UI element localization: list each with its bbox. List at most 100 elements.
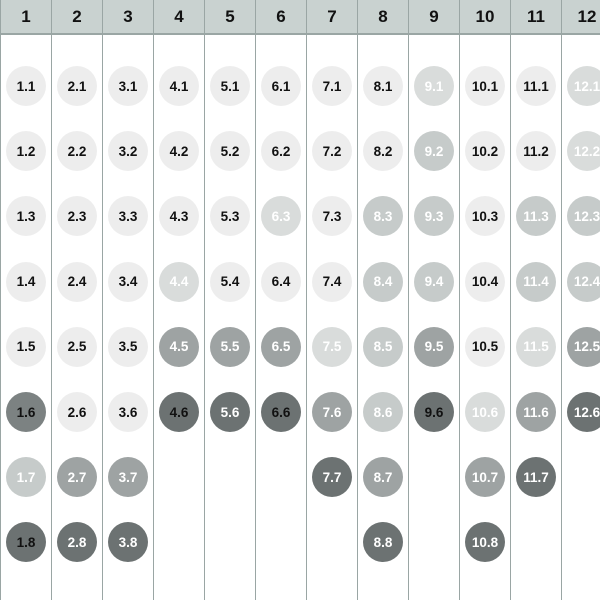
column-header: 2 <box>72 6 82 26</box>
disc-2-3: 2.3 <box>57 196 97 237</box>
disc-9-2: 9.2 <box>414 131 454 172</box>
disc-5-2: 5.2 <box>210 131 250 172</box>
disc-11-5: 11.5 <box>516 326 556 367</box>
disc-9-3: 9.3 <box>414 196 454 237</box>
disc-10-5: 10.5 <box>465 326 505 367</box>
disc-1-2: 1.2 <box>6 131 46 172</box>
column-header: 5 <box>225 6 235 26</box>
disc-2-5: 2.5 <box>57 326 97 367</box>
disc-4-6: 4.6 <box>159 392 199 432</box>
disc-9-5: 9.5 <box>414 326 454 367</box>
disc-4-4: 4.4 <box>159 261 199 302</box>
disc-1-1: 1.1 <box>6 66 46 106</box>
column-3: 3 3.1 3.2 3.3 3.4 3.5 3.6 3.7 3.8 <box>102 0 153 600</box>
disc-1-8: 1.8 <box>6 522 46 563</box>
disc-7-3: 7.3 <box>312 196 352 237</box>
disc-9-6: 9.6 <box>414 392 454 432</box>
disc-8-6: 8.6 <box>363 392 403 432</box>
column-header: 11 <box>527 6 545 26</box>
disc-3-2: 3.2 <box>108 131 148 172</box>
disc-11-7: 11.7 <box>516 457 556 498</box>
disc-6-5: 6.5 <box>261 326 301 367</box>
disc-10-4: 10.4 <box>465 261 505 302</box>
disc-6-3: 6.3 <box>261 196 301 237</box>
column-header: 1 <box>21 6 31 26</box>
disc-8-5: 8.5 <box>363 326 403 367</box>
column-9: 9 9.1 9.2 9.3 9.4 9.5 9.6 <box>408 0 459 600</box>
disc-10-1: 10.1 <box>465 66 505 106</box>
disc-12-1: 12.1 <box>567 66 600 106</box>
disc-5-3: 5.3 <box>210 196 250 237</box>
column-header: 9 <box>429 6 439 26</box>
column-4: 4 4.1 4.2 4.3 4.4 4.5 4.6 <box>153 0 204 600</box>
disc-7-1: 7.1 <box>312 66 352 106</box>
disc-4-1: 4.1 <box>159 66 199 106</box>
disc-1-3: 1.3 <box>6 196 46 237</box>
column-1: 1 1.1 1.2 1.3 1.4 1.5 1.6 1.7 1.8 <box>0 0 51 600</box>
disc-4-3: 4.3 <box>159 196 199 237</box>
disc-12-2: 12.2 <box>567 131 600 172</box>
disc-2-1: 2.1 <box>57 66 97 106</box>
column-header: 4 <box>174 6 184 26</box>
disc-11-6: 11.6 <box>516 392 556 432</box>
disc-1-4: 1.4 <box>6 261 46 302</box>
disc-11-2: 11.2 <box>516 131 556 172</box>
disc-7-2: 7.2 <box>312 131 352 172</box>
column-10: 10 10.1 10.2 10.3 10.4 10.5 10.6 10.7 10.8 <box>459 0 510 600</box>
disc-3-6: 3.6 <box>108 392 148 432</box>
disc-7-5: 7.5 <box>312 326 352 367</box>
disc-4-2: 4.2 <box>159 131 199 172</box>
disc-11-3: 11.3 <box>516 196 556 237</box>
disc-9-1: 9.1 <box>414 66 454 106</box>
disc-8-2: 8.2 <box>363 131 403 172</box>
disc-10-6: 10.6 <box>465 392 505 432</box>
disc-10-7: 10.7 <box>465 457 505 498</box>
disc-8-7: 8.7 <box>363 457 403 498</box>
disc-8-1: 8.1 <box>363 66 403 106</box>
column-7: 7 7.1 7.2 7.3 7.4 7.5 7.6 7.7 <box>306 0 357 600</box>
disc-7-7: 7.7 <box>312 457 352 498</box>
disc-2-2: 2.2 <box>57 131 97 172</box>
disc-3-5: 3.5 <box>108 326 148 367</box>
disc-6-2: 6.2 <box>261 131 301 172</box>
disc-3-8: 3.8 <box>108 522 148 563</box>
disc-2-8: 2.8 <box>57 522 97 563</box>
disc-5-6: 5.6 <box>210 392 250 432</box>
disc-2-7: 2.7 <box>57 457 97 498</box>
disc-2-6: 2.6 <box>57 392 97 432</box>
disc-10-3: 10.3 <box>465 196 505 237</box>
disc-10-2: 10.2 <box>465 131 505 172</box>
disc-7-6: 7.6 <box>312 392 352 432</box>
disc-3-7: 3.7 <box>108 457 148 498</box>
column-6: 6 6.1 6.2 6.3 6.4 6.5 6.6 <box>255 0 306 600</box>
disc-9-4: 9.4 <box>414 261 454 302</box>
disc-6-1: 6.1 <box>261 66 301 106</box>
column-12: 12 12.1 12.2 12.3 12.4 12.5 12.6 <box>561 0 600 600</box>
disc-6-6: 6.6 <box>261 392 301 432</box>
disc-8-8: 8.8 <box>363 522 403 563</box>
disc-1-5: 1.5 <box>6 326 46 367</box>
disc-6-4: 6.4 <box>261 261 301 302</box>
disc-4-5: 4.5 <box>159 326 199 367</box>
disc-10-8: 10.8 <box>465 522 505 563</box>
column-8: 8 8.1 8.2 8.3 8.4 8.5 8.6 8.7 8.8 <box>357 0 408 600</box>
disc-2-4: 2.4 <box>57 261 97 302</box>
disc-7-4: 7.4 <box>312 261 352 302</box>
column-header: 12 <box>577 6 597 26</box>
column-header: 7 <box>327 6 337 26</box>
disc-11-4: 11.4 <box>516 261 556 302</box>
disc-12-5: 12.5 <box>567 326 600 367</box>
column-5: 5 5.1 5.2 5.3 5.4 5.5 5.6 <box>204 0 255 600</box>
disc-12-4: 12.4 <box>567 261 600 302</box>
disc-12-3: 12.3 <box>567 196 600 237</box>
disc-8-3: 8.3 <box>363 196 403 237</box>
column-11: 11 11.1 11.2 11.3 11.4 11.5 11.6 11.7 <box>510 0 561 600</box>
disc-1-6: 1.6 <box>6 392 46 432</box>
column-header: 6 <box>276 6 286 26</box>
column-header: 10 <box>475 6 495 26</box>
disc-3-4: 3.4 <box>108 261 148 302</box>
column-header: 8 <box>378 6 388 26</box>
disc-3-3: 3.3 <box>108 196 148 237</box>
disc-5-4: 5.4 <box>210 261 250 302</box>
